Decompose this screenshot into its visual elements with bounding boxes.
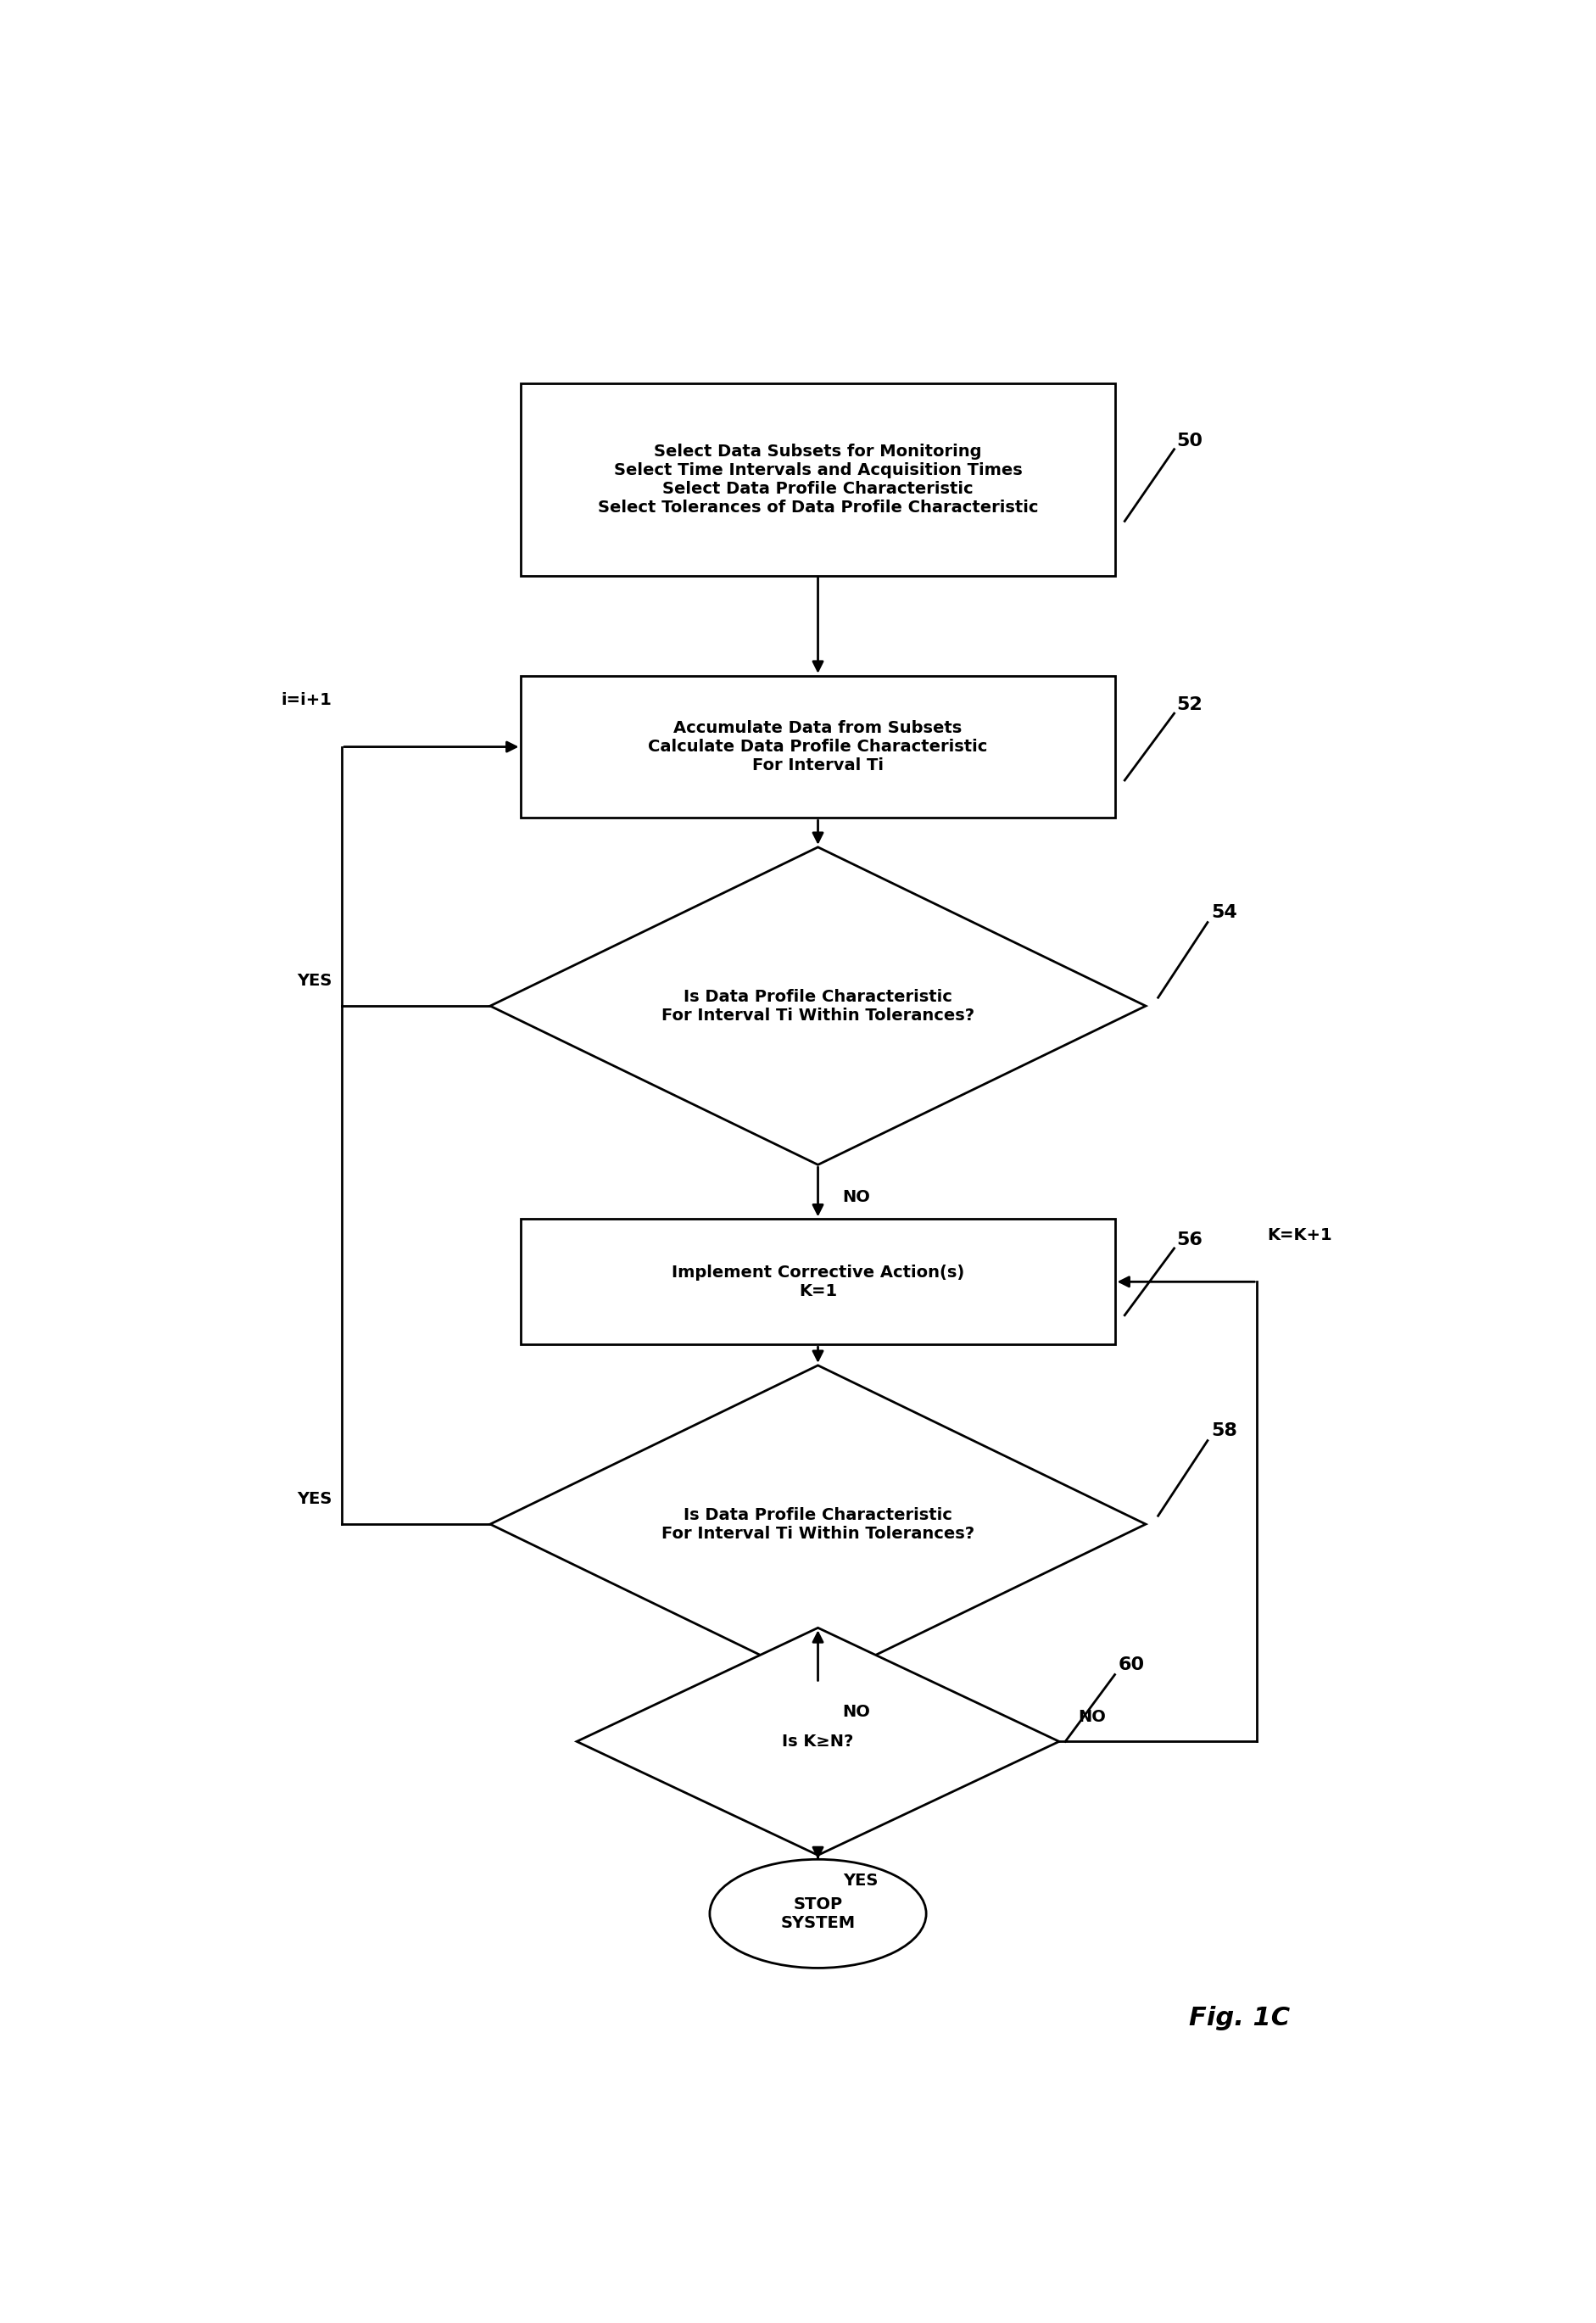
Text: 60: 60 [1119, 1656, 1144, 1673]
Text: 52: 52 [1176, 697, 1203, 713]
Text: Fig. 1C: Fig. 1C [1189, 2007, 1290, 2030]
Text: YES: YES [297, 1491, 332, 1508]
Polygon shape [490, 848, 1146, 1164]
Text: Select Data Subsets for Monitoring
Select Time Intervals and Acquisition Times
S: Select Data Subsets for Monitoring Selec… [597, 444, 1039, 516]
Text: 56: 56 [1176, 1231, 1203, 1247]
Text: Is K≥N?: Is K≥N? [782, 1733, 854, 1749]
FancyBboxPatch shape [520, 383, 1114, 576]
Text: 58: 58 [1211, 1422, 1237, 1438]
Text: Implement Corrective Action(s)
K=1: Implement Corrective Action(s) K=1 [672, 1264, 964, 1299]
Text: K=K+1: K=K+1 [1267, 1227, 1333, 1243]
FancyBboxPatch shape [520, 676, 1114, 818]
Text: i=i+1: i=i+1 [281, 692, 332, 709]
Text: YES: YES [297, 973, 332, 990]
Text: NO: NO [843, 1189, 870, 1206]
FancyBboxPatch shape [520, 1220, 1114, 1345]
Polygon shape [490, 1366, 1146, 1682]
Text: Is Data Profile Characteristic
For Interval Ti Within Tolerances?: Is Data Profile Characteristic For Inter… [661, 1508, 975, 1542]
Ellipse shape [710, 1858, 926, 1968]
Text: NO: NO [843, 1703, 870, 1719]
Text: 54: 54 [1211, 904, 1237, 920]
Text: Is Data Profile Characteristic
For Interval Ti Within Tolerances?: Is Data Profile Characteristic For Inter… [661, 990, 975, 1024]
Text: 50: 50 [1176, 432, 1203, 448]
Polygon shape [576, 1628, 1060, 1856]
Text: YES: YES [843, 1872, 878, 1889]
Text: STOP
SYSTEM: STOP SYSTEM [780, 1896, 855, 1930]
Text: Accumulate Data from Subsets
Calculate Data Profile Characteristic
For Interval : Accumulate Data from Subsets Calculate D… [648, 720, 988, 774]
Text: NO: NO [1077, 1710, 1106, 1724]
